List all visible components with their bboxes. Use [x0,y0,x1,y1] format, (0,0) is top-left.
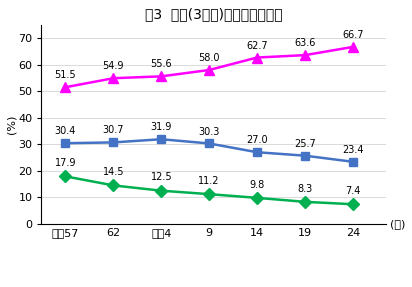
Y-axis label: (%): (%) [7,115,17,134]
Text: 14.5: 14.5 [103,167,124,177]
Title: 図3  産業(3部門)別構成比の推移: 図3 産業(3部門)別構成比の推移 [145,7,283,21]
Text: 62.7: 62.7 [246,40,268,51]
Text: 11.2: 11.2 [199,176,220,186]
Text: (年): (年) [390,219,405,229]
Text: 12.5: 12.5 [150,172,172,182]
Text: 55.6: 55.6 [150,59,172,69]
Text: 31.9: 31.9 [151,122,172,132]
Text: 66.7: 66.7 [342,30,364,40]
Text: 7.4: 7.4 [345,186,360,196]
Text: 63.6: 63.6 [294,38,316,48]
Text: 30.4: 30.4 [55,126,76,136]
Text: 54.9: 54.9 [103,61,124,71]
Text: 27.0: 27.0 [246,135,268,145]
Text: 8.3: 8.3 [297,183,313,193]
Text: 9.8: 9.8 [250,180,265,189]
Text: 30.7: 30.7 [103,125,124,135]
Text: 23.4: 23.4 [342,145,364,155]
Text: 51.5: 51.5 [55,70,76,80]
Text: 30.3: 30.3 [199,127,220,137]
Text: 25.7: 25.7 [294,139,316,149]
Text: 58.0: 58.0 [199,53,220,63]
Text: 17.9: 17.9 [55,158,76,168]
